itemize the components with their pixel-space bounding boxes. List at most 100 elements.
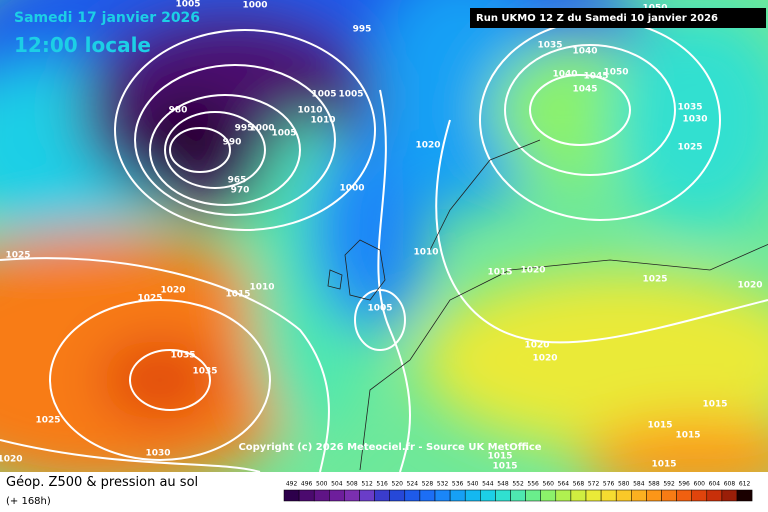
isobar-label: 1035 [537,41,562,51]
isobar-label: 1020 [520,266,545,276]
isobar-label: 1045 [572,85,597,95]
isobar-label: 1015 [675,431,700,441]
legend-label: 548 [497,481,509,488]
isobar-label: 1015 [651,460,676,470]
legend-label: 608 [724,481,736,488]
isobar-label: 965 [228,176,247,186]
coastlines [327,139,768,471]
isobar-label: 1025 [5,251,30,261]
isobar-label: 1020 [160,286,185,296]
isobar-label: 1015 [487,452,512,462]
legend-swatch [419,489,436,502]
legend-swatch [298,489,315,502]
forecast-time: 12:00 locale [14,33,151,57]
legend-swatch [646,489,662,502]
isobar-label: 995 [235,124,254,134]
legend-label: 496 [301,481,313,488]
legend-label: 568 [573,481,585,488]
legend-swatch [283,489,300,502]
isobar-label: 1040 [572,47,597,57]
isobar-label: 1025 [677,143,702,153]
isobar-label: 1020 [532,354,557,364]
legend-swatch [585,489,602,502]
legend-swatch [344,489,360,502]
isobar-label: 1025 [642,275,667,285]
legend-swatch [434,489,451,502]
copyright: Copyright (c) 2026 Meteociel.fr - Source… [238,442,541,453]
isobar-label: 1000 [249,124,274,134]
legend-swatch [359,489,375,502]
legend-swatch [449,489,466,502]
isobar-label: 1015 [702,400,727,410]
isobar-label: 1005 [175,0,200,10]
legend-label: 508 [346,481,358,488]
isobar-label: 980 [169,106,188,116]
legend-swatch [329,489,345,502]
legend-label: 588 [648,481,660,488]
legend-swatch [736,489,753,502]
legend-label: 520 [392,481,404,488]
isobar-label: 1020 [0,455,23,465]
isobar-label: 1025 [35,416,60,426]
isobar-label: 1020 [524,341,549,351]
legend-label: 532 [437,481,449,488]
legend-label: 536 [452,481,464,488]
legend-label: 512 [361,481,373,488]
forecast-date: Samedi 17 janvier 2026 [14,10,200,26]
isobar-label: 1010 [249,283,274,293]
legend-swatch [480,489,496,502]
legend-label: 560 [543,481,555,488]
legend-label: 576 [603,481,615,488]
legend-label: 524 [407,481,419,488]
isobar-label: 1005 [338,90,363,100]
legend-swatch [495,489,511,502]
isobar-label: 1015 [225,290,250,300]
legend-label: 556 [527,481,539,488]
run-box [470,8,766,28]
legend-label: 540 [467,481,479,488]
isobar-label: 970 [231,186,250,196]
legend-swatch [706,489,723,502]
legend-label: 580 [618,481,630,488]
legend-label: 528 [422,481,434,488]
isobar-label: 1000 [242,1,267,11]
legend-label: 492 [286,481,298,488]
footer-title: Géop. Z500 & pression au sol [6,475,198,490]
legend-label: 604 [709,481,721,488]
legend-swatch [404,489,421,502]
isobar-label: 995 [353,25,372,35]
isobar-label: 1015 [647,421,672,431]
isobar-label: 1015 [487,268,512,278]
isobars [0,19,768,472]
legend-swatch [464,489,481,502]
isobar-label: 1005 [311,90,336,100]
isobar-label: 1020 [415,141,440,151]
legend-swatch [540,489,557,502]
legend-swatch [631,489,647,502]
isobar-label: 1020 [737,281,762,291]
legend-swatch [374,489,390,502]
legend-label: 564 [558,481,570,488]
legend-swatch [313,489,330,502]
isobar-label: 1015 [492,462,517,472]
isobar-label: 1005 [271,129,296,139]
isobar-label: 1000 [339,184,364,194]
legend-label: 572 [588,481,600,488]
legend-swatch [615,489,632,502]
footer-lead: (+ 168h) [6,496,51,507]
run-info: Run UKMO 12 Z du Samedi 10 janvier 2026 [476,13,718,24]
isobar-label: 1030 [145,449,170,459]
legend-swatch [721,489,738,502]
isobar-label: 1010 [310,116,335,126]
legend-label: 516 [376,481,388,488]
legend-swatch [389,489,406,502]
map [0,0,768,472]
legend-swatch [525,489,541,502]
isobar-label: 1005 [367,304,392,314]
isobar-label: 1010 [413,248,438,258]
legend-label: 596 [678,481,690,488]
isobar-label: 1035 [192,367,217,377]
legend-swatch [600,489,617,502]
legend-label: 592 [663,481,675,488]
